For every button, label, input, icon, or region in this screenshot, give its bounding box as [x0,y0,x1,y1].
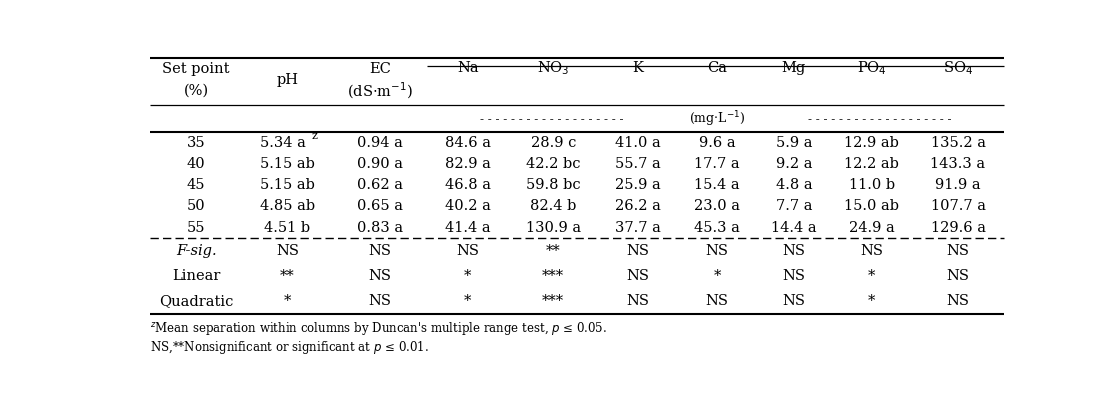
Text: *: * [868,294,876,308]
Text: $^{z}$Mean separation within columns by Duncan's multiple range test, $p$ ≤ 0.05: $^{z}$Mean separation within columns by … [150,320,607,337]
Text: 5.9 a: 5.9 a [775,136,812,149]
Text: 130.9 a: 130.9 a [525,221,581,235]
Text: 40.2 a: 40.2 a [445,199,491,214]
Text: 107.7 a: 107.7 a [931,199,986,214]
Text: Quadratic: Quadratic [159,294,233,308]
Text: NS: NS [946,294,970,308]
Text: NS: NS [626,294,650,308]
Text: ***: *** [542,294,564,308]
Text: 5.15 ab: 5.15 ab [260,178,315,192]
Text: (%): (%) [184,84,208,98]
Text: 25.9 a: 25.9 a [615,178,661,192]
Text: 41.0 a: 41.0 a [615,136,661,149]
Text: 50: 50 [187,199,205,214]
Text: 45.3 a: 45.3 a [694,221,740,235]
Text: 4.8 a: 4.8 a [775,178,812,192]
Text: Mg: Mg [782,61,806,75]
Text: 35: 35 [187,136,205,149]
Text: 14.4 a: 14.4 a [771,221,816,235]
Text: NS: NS [368,269,392,283]
Text: 82.4 b: 82.4 b [530,199,577,214]
Text: *: * [283,294,291,308]
Text: *: * [713,269,720,283]
Text: 42.2 bc: 42.2 bc [526,157,580,171]
Text: 135.2 a: 135.2 a [931,136,986,149]
Text: NS: NS [783,294,805,308]
Text: ***: *** [542,269,564,283]
Text: 59.8 bc: 59.8 bc [526,178,580,192]
Text: NO$_3$: NO$_3$ [536,59,569,77]
Text: 9.2 a: 9.2 a [775,157,812,171]
Text: SO$_4$: SO$_4$ [943,59,973,77]
Text: 23.0 a: 23.0 a [694,199,740,214]
Text: NS,**Nonsignificant or significant at $p$ ≤ 0.01.: NS,**Nonsignificant or significant at $p… [150,339,429,356]
Text: 55.7 a: 55.7 a [615,157,661,171]
Text: 4.85 ab: 4.85 ab [260,199,315,214]
Text: *: * [464,294,472,308]
Text: NS: NS [783,269,805,283]
Text: Linear: Linear [171,269,221,283]
Text: 7.7 a: 7.7 a [775,199,812,214]
Text: *: * [868,269,876,283]
Text: 45: 45 [187,178,205,192]
Text: **: ** [545,244,561,258]
Text: 129.6 a: 129.6 a [931,221,986,235]
Text: 0.83 a: 0.83 a [357,221,403,235]
Text: 40: 40 [187,157,205,171]
Text: NS: NS [860,244,884,258]
Text: NS: NS [706,294,728,308]
Text: 15.0 ab: 15.0 ab [844,199,899,214]
Text: 0.62 a: 0.62 a [357,178,403,192]
Text: - - - - - - - - - - - - - - - - - - -: - - - - - - - - - - - - - - - - - - - [480,113,624,126]
Text: NS: NS [946,269,970,283]
Text: 84.6 a: 84.6 a [445,136,491,149]
Text: NS: NS [626,269,650,283]
Text: 11.0 b: 11.0 b [849,178,895,192]
Text: 0.90 a: 0.90 a [357,157,403,171]
Text: 12.9 ab: 12.9 ab [844,136,899,149]
Text: Set point: Set point [162,62,230,76]
Text: pH: pH [277,73,298,87]
Text: 91.9 a: 91.9 a [935,178,981,192]
Text: **: ** [280,269,295,283]
Text: NS: NS [457,244,479,258]
Text: 37.7 a: 37.7 a [615,221,661,235]
Text: 5.34 a: 5.34 a [260,136,306,149]
Text: 0.65 a: 0.65 a [357,199,403,214]
Text: *: * [464,269,472,283]
Text: 17.7 a: 17.7 a [694,157,739,171]
Text: - - - - - - - - - - - - - - - - - - -: - - - - - - - - - - - - - - - - - - - [809,113,952,126]
Text: 9.6 a: 9.6 a [699,136,735,149]
Text: (dS$\cdot$m$^{-1}$): (dS$\cdot$m$^{-1}$) [347,81,413,101]
Text: 5.15 ab: 5.15 ab [260,157,315,171]
Text: EC: EC [370,62,391,76]
Text: 4.51 b: 4.51 b [264,221,310,235]
Text: 55: 55 [187,221,205,235]
Text: NS: NS [626,244,650,258]
Text: NS: NS [276,244,299,258]
Text: Ca: Ca [707,61,727,75]
Text: F-sig.: F-sig. [176,244,216,258]
Text: (mg$\cdot$L$^{-1}$): (mg$\cdot$L$^{-1}$) [689,109,745,129]
Text: 41.4 a: 41.4 a [445,221,491,235]
Text: 24.9 a: 24.9 a [849,221,895,235]
Text: 143.3 a: 143.3 a [931,157,986,171]
Text: Na: Na [457,61,478,75]
Text: NS: NS [946,244,970,258]
Text: 28.9 c: 28.9 c [531,136,576,149]
Text: z: z [311,131,317,141]
Text: 15.4 a: 15.4 a [694,178,739,192]
Text: 26.2 a: 26.2 a [615,199,661,214]
Text: 12.2 ab: 12.2 ab [844,157,899,171]
Text: 82.9 a: 82.9 a [445,157,491,171]
Text: NS: NS [368,244,392,258]
Text: NS: NS [706,244,728,258]
Text: PO$_4$: PO$_4$ [857,59,887,77]
Text: NS: NS [783,244,805,258]
Text: 46.8 a: 46.8 a [445,178,491,192]
Text: 0.94 a: 0.94 a [357,136,403,149]
Text: K: K [632,61,643,75]
Text: NS: NS [368,294,392,308]
